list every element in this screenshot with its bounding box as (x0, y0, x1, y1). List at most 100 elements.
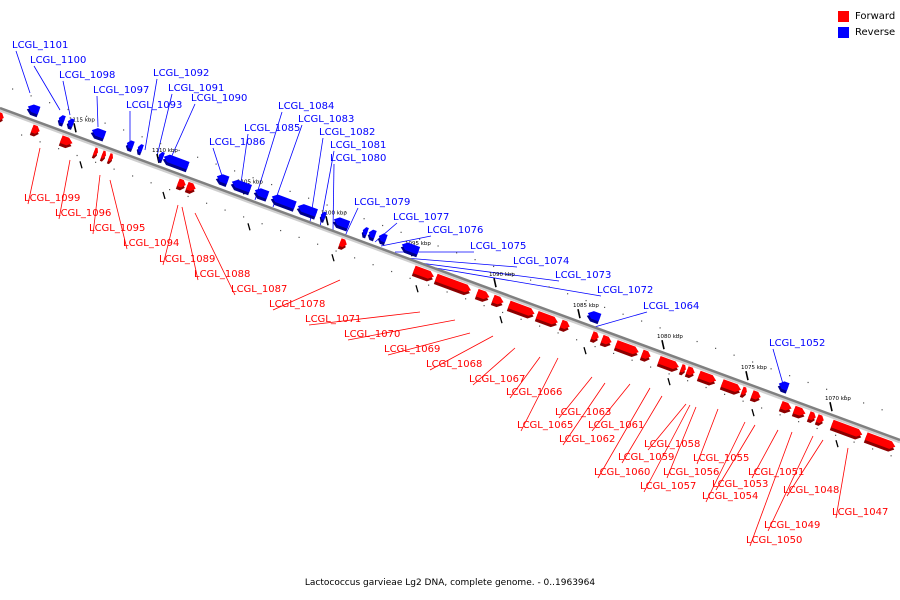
gene-glyph-face (0, 111, 4, 121)
backbone-line (0, 106, 900, 442)
gene-glyph (613, 340, 639, 357)
minor-tick-lower (687, 380, 689, 382)
minor-tick-upper (567, 293, 569, 295)
callout-line (308, 311, 421, 326)
minor-tick-lower (261, 223, 263, 225)
callout-line (404, 257, 518, 268)
scale-tick-mark-lower (835, 439, 839, 448)
gene-glyph-face (740, 386, 747, 396)
gene-glyph (29, 124, 40, 137)
scale-tick-label: 1090 kbp (489, 272, 515, 278)
gene-glyph-face (778, 381, 790, 391)
minor-tick-upper (863, 402, 865, 404)
minor-tick-upper (141, 136, 143, 138)
scale-tick-mark-lower (331, 254, 335, 262)
genome-caption: Lactococcus garvieae Lg2 DNA, complete g… (304, 578, 596, 588)
callout-line (520, 357, 559, 432)
gene-glyph-face (163, 154, 190, 170)
gene-glyph-face (640, 349, 651, 359)
callout-line (562, 382, 606, 446)
gene-glyph (806, 411, 816, 423)
minor-tick-upper (234, 170, 236, 172)
gene-glyph-face (176, 178, 186, 188)
minor-tick-upper (530, 279, 532, 281)
scale-tick-mark (493, 278, 497, 288)
gene-labels: LCGL_1101 LCGL_1100 LCGL_1098 LCGL_1097 LCGL… (12, 40, 888, 546)
callout-line (696, 408, 719, 465)
scale-tick-mark-lower (499, 316, 503, 324)
scale-tick-label: 1080 kbp (657, 334, 683, 340)
gene-glyph-face (507, 300, 535, 316)
gene-glyph-face (685, 366, 695, 376)
minor-tick-upper (511, 272, 513, 274)
callout-line (380, 235, 432, 247)
gene-glyph (230, 179, 252, 196)
gene-glyph (474, 288, 490, 302)
gene-glyph (506, 300, 535, 319)
reverse-gene-label: LCGL_1084 (278, 101, 334, 112)
gene-glyph (91, 147, 98, 159)
gene-glyph (58, 135, 73, 149)
gene-glyph-face (368, 229, 377, 239)
minor-tick-lower (58, 148, 60, 150)
gene-glyph (534, 310, 558, 328)
scale-tick-label: 1095 kbp (405, 241, 431, 247)
gene-glyph-face (92, 147, 98, 156)
gene-glyph (490, 294, 504, 308)
gene-glyph-face (401, 242, 421, 255)
forward-gene-label: LCGL_1050 (746, 535, 802, 546)
gene-glyph (656, 355, 679, 372)
minor-tick-lower (446, 291, 448, 293)
gene-glyph-face (185, 181, 196, 192)
callout-line (162, 204, 179, 266)
minor-tick-upper (363, 218, 365, 220)
forward-gene-label: LCGL_1066 (506, 387, 562, 398)
scale-tick-mark-lower (247, 223, 251, 231)
forward-gene-label: LCGL_1056 (663, 467, 719, 478)
minor-tick-lower (724, 393, 726, 395)
minor-tick-upper (456, 252, 458, 254)
gene-glyph-face (590, 331, 599, 341)
gene-glyph (719, 379, 741, 395)
gene-glyph (791, 405, 806, 419)
gene-glyph-face (333, 217, 351, 229)
callout-line (194, 212, 236, 296)
gene-glyph (589, 331, 599, 343)
callout-line (509, 356, 541, 399)
minor-tick-upper (622, 313, 624, 315)
minor-tick-lower (113, 168, 115, 170)
minor-tick-upper (345, 211, 347, 213)
gene-glyph-face (697, 370, 717, 383)
gene-glyph (337, 238, 347, 250)
scale-tick-mark (73, 123, 77, 133)
minor-tick-lower (557, 332, 559, 334)
minor-tick-upper (437, 245, 439, 247)
minor-tick-upper (604, 306, 606, 309)
gene-glyph (0, 111, 4, 124)
forward-gene-label: LCGL_1058 (644, 439, 700, 450)
gene-glyph-face (475, 288, 490, 300)
scale-tick-mark-lower (751, 409, 755, 417)
gene-glyph-face (491, 294, 504, 305)
forward-gene-label: LCGL_1094 (123, 238, 179, 249)
gene-glyph (377, 233, 388, 246)
scale-tick-label: 1115 kbp (69, 117, 95, 123)
callout-line (666, 406, 697, 479)
forward-gene-label: LCGL_1069 (384, 344, 440, 355)
minor-tick-upper (733, 354, 735, 356)
callout-line (272, 124, 303, 208)
reverse-gene-label: LCGL_1093 (126, 100, 182, 111)
minor-tick-upper (548, 286, 550, 288)
minor-tick-lower (169, 189, 171, 191)
callout-line (344, 207, 359, 237)
minor-tick-upper (659, 327, 661, 329)
gene-glyph (296, 204, 318, 220)
gene-glyph-face (231, 179, 252, 193)
gene-glyph-face (67, 118, 75, 128)
callout-line (181, 206, 199, 281)
gene-glyph (90, 128, 107, 142)
reverse-gene-label: LCGL_1081 (330, 140, 386, 151)
gene-glyph-face (58, 115, 66, 124)
forward-gene-label: LCGL_1071 (305, 314, 361, 325)
minor-tick-lower (21, 134, 23, 136)
